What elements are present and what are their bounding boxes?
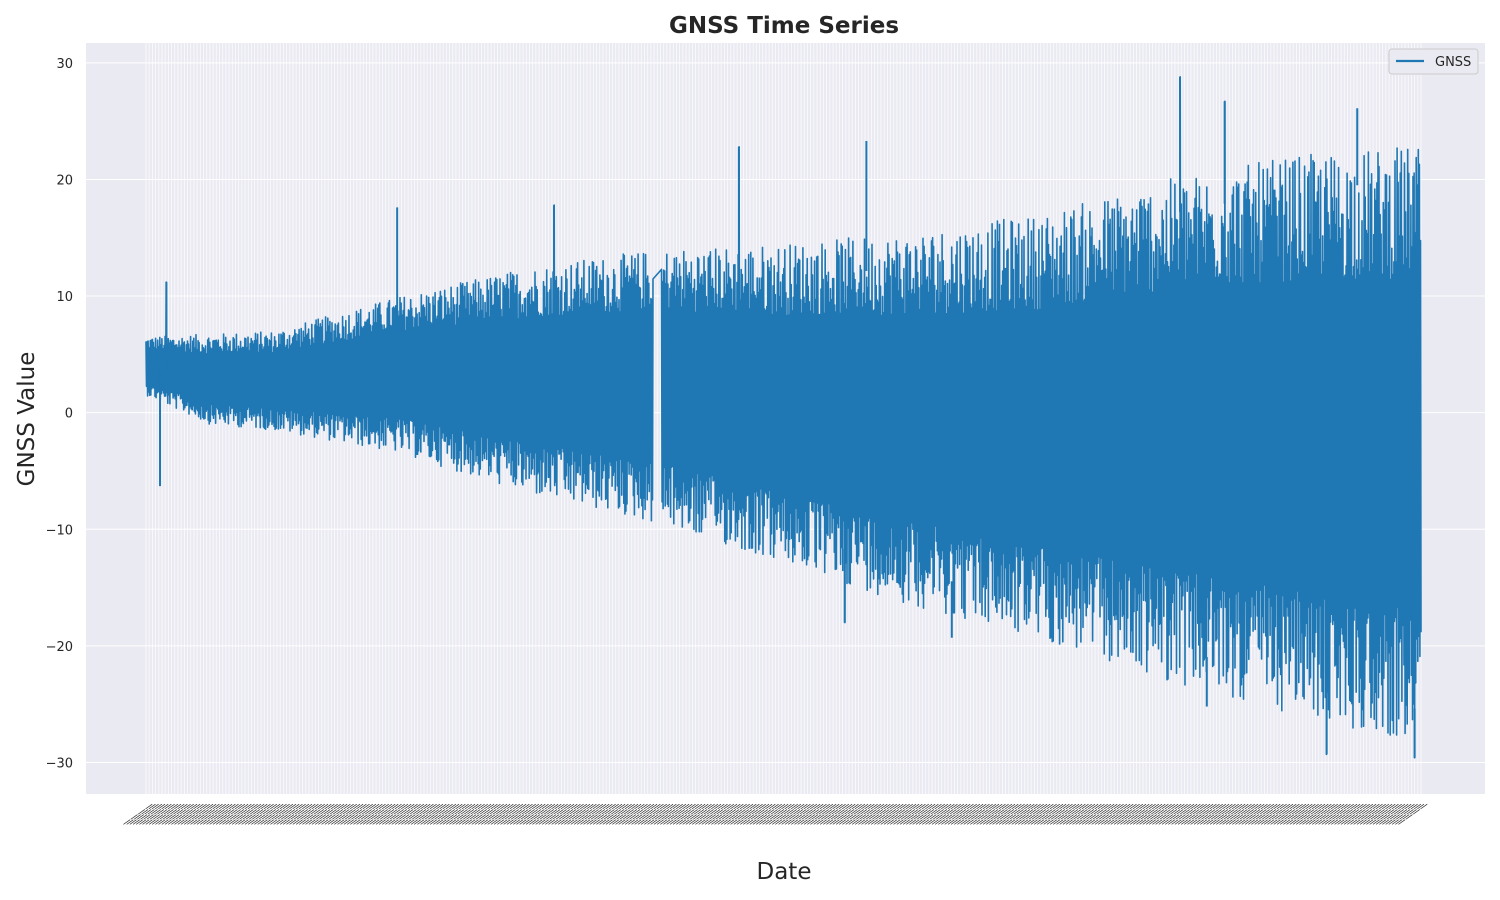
y-tick-label: 30 [56,57,73,72]
y-tick-label: −10 [46,523,73,538]
y-axis-label: GNSS Value [14,352,40,487]
chart-title: GNSS Time Series [669,13,899,39]
x-axis-label: Date [757,859,812,885]
y-ticks-layer: −30 −20 −10 0 10 20 30 [46,57,73,772]
y-tick-label: 10 [56,290,73,305]
y-tick-label: 20 [56,173,73,188]
legend-label-gnss: GNSS [1435,55,1471,70]
y-tick-label: −30 [46,757,73,772]
y-tick-label: −20 [46,640,73,655]
legend: GNSS [1389,49,1478,74]
x-ticks-layer: ————————————————————————————————————————… [120,800,1430,829]
y-tick-label: 0 [65,407,73,422]
